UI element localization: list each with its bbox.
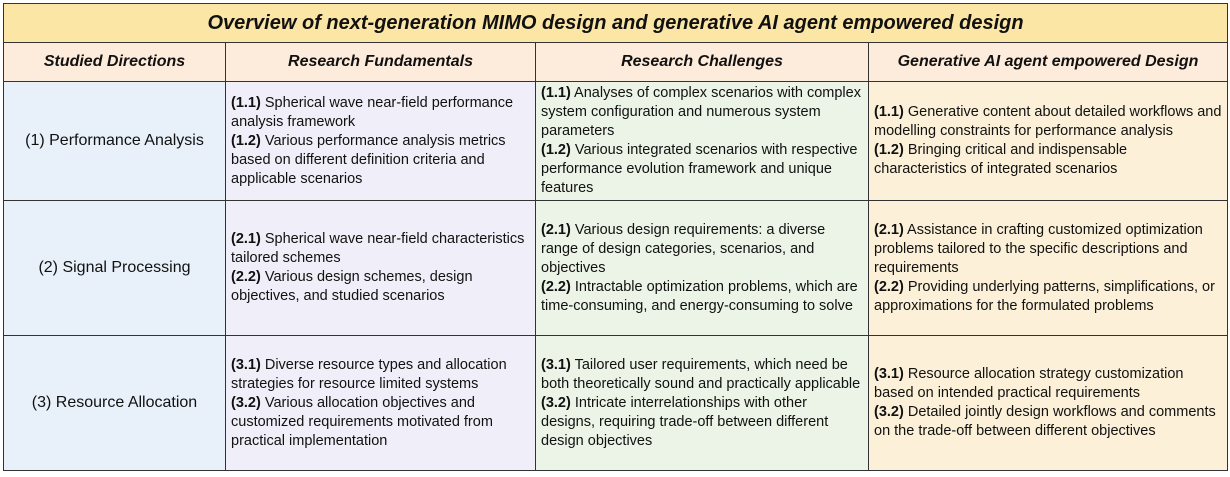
item-code: (1.2) (874, 142, 904, 158)
challenges-cell: (1.1) Analyses of complex scenarios with… (535, 81, 869, 201)
item-text: Various design requirements: a diverse r… (541, 221, 826, 276)
list-item: (2.1) Various design requirements: a div… (541, 221, 863, 278)
item-text: Analyses of complex scenarios with compl… (541, 85, 861, 139)
header-genai-design: Generative AI agent empowered Design (867, 42, 1229, 82)
list-item: (3.2) Various allocation objectives and … (231, 394, 530, 451)
item-code: (3.2) (231, 394, 261, 411)
genai-cell: (1.1) Generative content about detailed … (867, 81, 1229, 201)
challenges-cell: (2.1) Various design requirements: a div… (535, 200, 869, 336)
item-text: Various design schemes, design objective… (231, 269, 473, 304)
item-text: Providing underlying patterns, simplific… (874, 278, 1215, 314)
item-code: (1.2) (231, 132, 261, 149)
item-code: (3.1) (874, 366, 904, 382)
list-item: (2.2) Intractable optimization problems,… (541, 278, 863, 316)
item-text: Intricate interrelationships with other … (541, 394, 829, 449)
list-item: (1.1) Generative content about detailed … (874, 103, 1222, 141)
item-text: Generative content about detailed workfl… (874, 104, 1222, 139)
list-item: (2.1) Assistance in crafting customized … (874, 221, 1222, 278)
list-item: (3.1) Tailored user requirements, which … (541, 356, 863, 394)
item-code: (2.1) (541, 221, 571, 238)
header-research-fundamentals: Research Fundamentals (225, 42, 536, 82)
direction-cell: (1) Performance Analysis (3, 81, 226, 201)
overview-table: Overview of next-generation MIMO design … (2, 3, 1229, 471)
header-research-challenges: Research Challenges (535, 42, 869, 82)
item-code: (3.1) (231, 356, 261, 373)
item-text: Diverse resource types and allocation st… (231, 356, 507, 392)
direction-cell: (3) Resource Allocation (3, 335, 226, 471)
item-code: (2.2) (541, 278, 571, 295)
item-text: Spherical wave near-field characteristic… (231, 231, 525, 266)
header-studied-directions: Studied Directions (3, 42, 226, 82)
item-code: (3.1) (541, 356, 571, 373)
list-item: (2.1) Spherical wave near-field characte… (231, 230, 530, 268)
table-row: (3) Resource Allocation (3.1) Diverse re… (3, 335, 1229, 471)
genai-cell: (3.1) Resource allocation strategy custo… (867, 335, 1229, 471)
table-row: (2) Signal Processing (2.1) Spherical wa… (3, 200, 1229, 336)
list-item: (3.2) Intricate interrelationships with … (541, 394, 863, 451)
item-text: Intractable optimization problems, which… (541, 278, 858, 314)
item-code: (3.2) (541, 394, 571, 411)
item-code: (2.1) (231, 231, 261, 247)
table-title: Overview of next-generation MIMO design … (2, 3, 1229, 43)
item-text: Detailed jointly design workflows and co… (874, 404, 1216, 439)
direction-cell: (2) Signal Processing (3, 200, 226, 336)
item-text: Various performance analysis metrics bas… (231, 132, 506, 187)
item-code: (2.2) (231, 269, 261, 285)
genai-cell: (2.1) Assistance in crafting customized … (867, 200, 1229, 336)
list-item: (2.2) Providing underlying patterns, sim… (874, 278, 1222, 316)
item-code: (1.1) (231, 94, 261, 111)
fundamentals-cell: (1.1) Spherical wave near-field performa… (225, 81, 536, 201)
fundamentals-cell: (2.1) Spherical wave near-field characte… (225, 200, 536, 336)
item-text: Assistance in crafting customized optimi… (874, 221, 1203, 276)
item-text: Bringing critical and indispensable char… (874, 142, 1128, 177)
item-text: Various integrated scenarios with respec… (541, 142, 858, 196)
fundamentals-cell: (3.1) Diverse resource types and allocat… (225, 335, 536, 471)
list-item: (1.1) Analyses of complex scenarios with… (541, 84, 863, 141)
item-code: (3.2) (874, 404, 904, 420)
item-text: Tailored user requirements, which need b… (541, 356, 861, 392)
list-item: (1.2) Bringing critical and indispensabl… (874, 141, 1222, 179)
challenges-cell: (3.1) Tailored user requirements, which … (535, 335, 869, 471)
list-item: (1.2) Various integrated scenarios with … (541, 141, 863, 198)
list-item: (1.2) Various performance analysis metri… (231, 132, 530, 189)
list-item: (3.1) Diverse resource types and allocat… (231, 356, 530, 394)
item-code: (1.1) (874, 104, 904, 120)
list-item: (1.1) Spherical wave near-field performa… (231, 94, 530, 132)
item-code: (1.1) (541, 85, 571, 101)
item-code: (1.2) (541, 142, 571, 158)
table-row: (1) Performance Analysis (1.1) Spherical… (3, 81, 1229, 201)
item-text: Spherical wave near-field performance an… (231, 94, 514, 130)
list-item: (3.2) Detailed jointly design workflows … (874, 403, 1222, 441)
list-item: (2.2) Various design schemes, design obj… (231, 268, 530, 306)
item-text: Various allocation objectives and custom… (231, 394, 493, 449)
item-code: (2.1) (874, 221, 904, 238)
list-item: (3.1) Resource allocation strategy custo… (874, 365, 1222, 403)
item-text: Resource allocation strategy customizati… (874, 366, 1184, 401)
item-code: (2.2) (874, 278, 904, 295)
